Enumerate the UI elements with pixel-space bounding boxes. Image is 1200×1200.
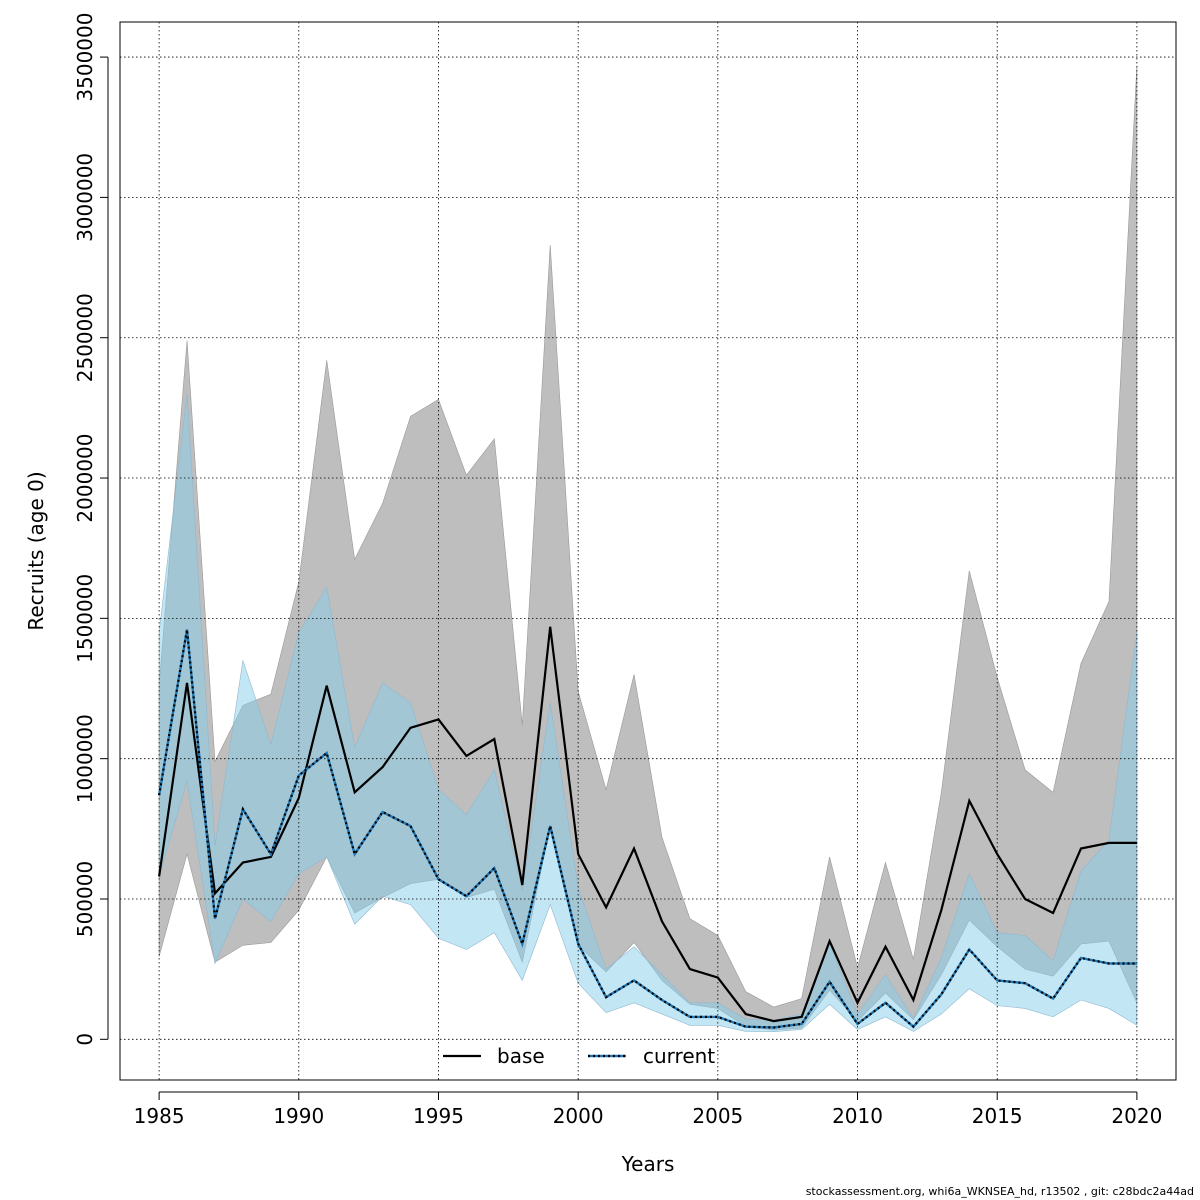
y-tick-label: 0 <box>73 1033 97 1046</box>
y-axis: 0 500000 1000000 1500000 2000000 2500000 30000… <box>73 13 109 1046</box>
y-tick-label: 500000 <box>73 861 97 937</box>
line-base <box>158 626 1137 1023</box>
plot-frame <box>119 21 1177 1081</box>
legend: base current <box>443 1044 715 1068</box>
x-tick-label: 1995 <box>413 1104 464 1128</box>
grid-lines <box>120 22 1176 1080</box>
y-tick-label: 1000000 <box>73 714 97 803</box>
y-tick-label: 3500000 <box>73 13 97 102</box>
x-tick-label: 2010 <box>832 1104 883 1128</box>
legend-label-current: current <box>643 1044 715 1068</box>
y-axis-title: Recruits (age 0) <box>24 471 48 630</box>
series-lines <box>157 626 1137 1029</box>
x-tick-label: 2015 <box>972 1104 1023 1128</box>
x-axis-title: Years <box>621 1152 675 1176</box>
x-tick-label: 1985 <box>134 1104 185 1128</box>
y-tick-label: 3000000 <box>73 153 97 242</box>
x-tick-label: 1990 <box>273 1104 324 1128</box>
y-tick-label: 1500000 <box>73 574 97 663</box>
footer-credit: stockassessment.org, whi6a_WKNSEA_hd, r1… <box>805 1185 1194 1198</box>
line-current <box>158 629 1137 1029</box>
band-current <box>158 393 1138 1033</box>
x-axis: 1985 1990 1995 2000 2005 2010 2015 2020 <box>134 1091 1162 1128</box>
y-tick-label: 2000000 <box>73 433 97 522</box>
x-tick-label: 2000 <box>553 1104 604 1128</box>
x-tick-label: 2020 <box>1111 1104 1162 1128</box>
y-tick-label: 2500000 <box>73 293 97 382</box>
x-tick-label: 2005 <box>692 1104 743 1128</box>
legend-label-base: base <box>497 1044 545 1068</box>
